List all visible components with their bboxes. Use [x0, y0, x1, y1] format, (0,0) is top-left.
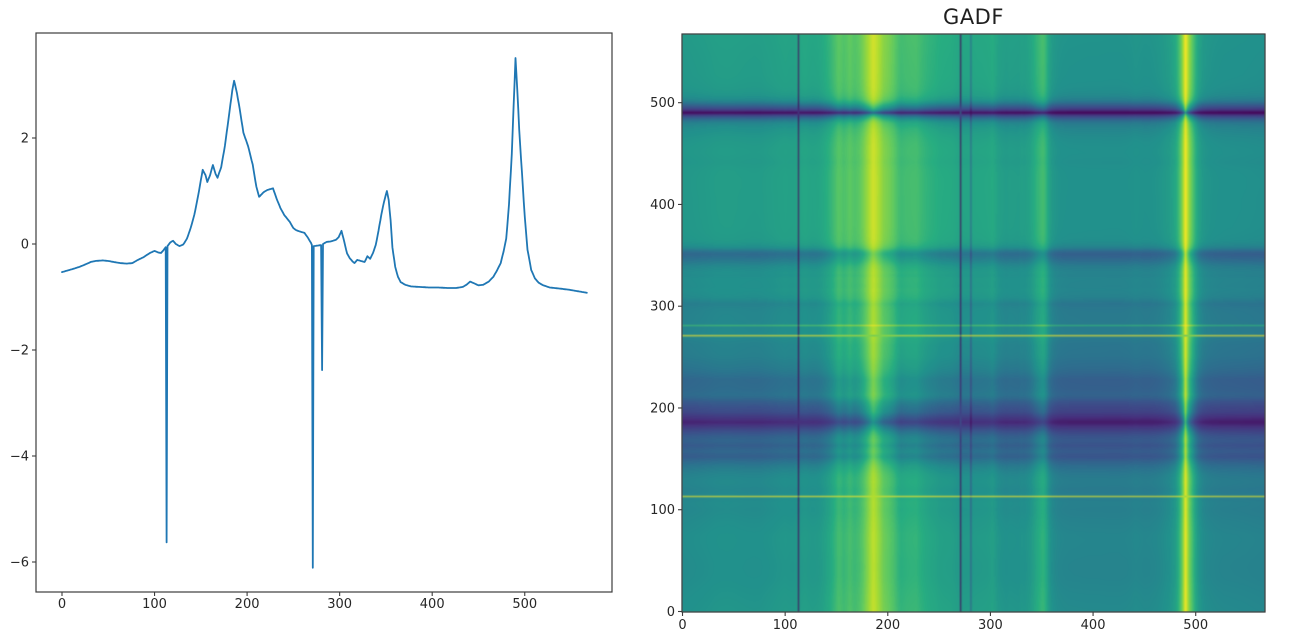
y-tick-label: 100 — [650, 503, 675, 518]
y-tick-label: −2 — [10, 344, 29, 359]
x-tick-label: 100 — [773, 618, 798, 633]
x-tick-label: 400 — [420, 597, 445, 612]
x-tick-label: 500 — [1183, 618, 1208, 633]
gadf-title: GADF — [943, 5, 1004, 29]
x-tick-label: 400 — [1081, 618, 1106, 633]
gadf-heatmap-canvas — [682, 34, 1265, 612]
x-tick-label: 0 — [678, 618, 686, 633]
line-plot-axes: 0 100 200 300 400 500 2 0 −2 −4 −6 — [10, 32, 613, 612]
series-line — [61, 57, 588, 569]
x-tick-label: 0 — [58, 597, 66, 612]
y-tick-label: 300 — [650, 300, 675, 315]
y-tick-label: −4 — [10, 450, 29, 465]
x-tick-label: 200 — [875, 618, 900, 633]
x-tick-label: 500 — [512, 597, 537, 612]
gadf-axes-svg: 0 100 200 300 400 500 0 100 200 300 400 500 — [650, 33, 1266, 633]
y-tick-label: 500 — [650, 96, 675, 111]
y-tick-label: 2 — [21, 132, 29, 147]
x-tick-label: 300 — [978, 618, 1003, 633]
gadf-panel: GADF 0 100 200 300 400 500 0 100 200 300 400 500 — [645, 0, 1291, 643]
y-tick-label: 0 — [667, 605, 675, 620]
x-tick-label: 200 — [235, 597, 260, 612]
gadf-axes: 0 100 200 300 400 500 0 100 200 300 400 500 — [650, 33, 1266, 633]
line-plot-panel: 0 100 200 300 400 500 2 0 −2 −4 −6 — [0, 0, 645, 643]
y-tick-label: 0 — [21, 238, 29, 253]
y-tick-label: −6 — [10, 556, 29, 571]
line-plot-svg: 0 100 200 300 400 500 2 0 −2 −4 −6 — [10, 32, 613, 612]
x-tick-label: 300 — [327, 597, 352, 612]
y-tick-label: 400 — [650, 198, 675, 213]
y-tick-label: 200 — [650, 401, 675, 416]
x-tick-label: 100 — [142, 597, 167, 612]
